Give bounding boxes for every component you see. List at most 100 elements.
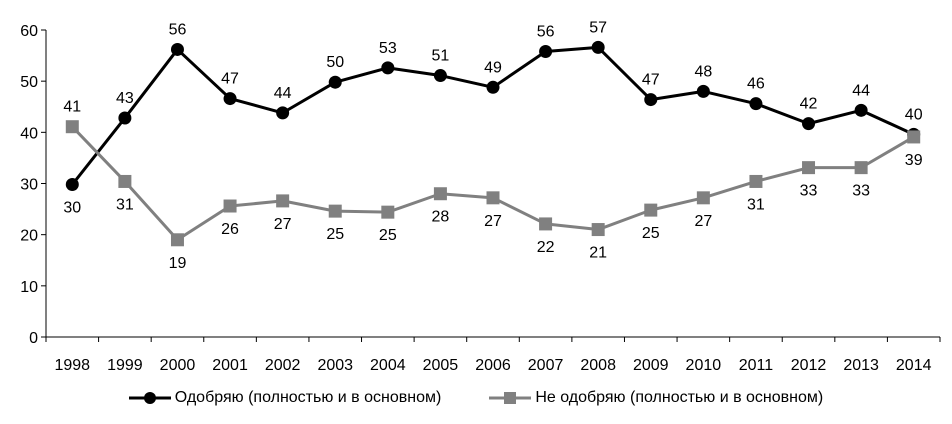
y-tick-label: 10 — [20, 279, 38, 296]
x-tick-label: 2003 — [317, 357, 353, 374]
y-tick-label: 40 — [20, 125, 38, 142]
x-axis-ticks: 1998 1999 2000 2001 2002 2003 2004 2005 2006 2007… — [45, 337, 941, 374]
data-point — [644, 93, 658, 107]
y-tick-label: 30 — [20, 177, 38, 194]
data-label: 42 — [800, 96, 818, 113]
data-point — [907, 130, 921, 144]
data-point — [591, 40, 605, 54]
data-point — [539, 44, 553, 58]
data-label: 56 — [537, 23, 555, 40]
data-point — [328, 204, 342, 218]
data-point — [696, 84, 710, 98]
x-tick-label: 2006 — [475, 357, 511, 374]
data-label: 41 — [63, 99, 81, 116]
data-label: 46 — [747, 76, 765, 93]
y-tick-label: 50 — [20, 74, 38, 91]
data-label: 27 — [694, 213, 712, 230]
data-label: 25 — [326, 226, 344, 243]
data-label: 40 — [905, 106, 923, 123]
data-point — [644, 203, 658, 217]
x-tick-label: 2000 — [160, 357, 196, 374]
series-1: 41 31 19 26 27 25 25 28 27 22 21 25 27 31 33 33 39 — [63, 99, 922, 272]
x-tick-label: 2011 — [739, 357, 774, 374]
data-point — [802, 161, 816, 175]
data-point — [223, 199, 237, 213]
data-point — [65, 120, 79, 134]
data-point — [802, 117, 816, 131]
y-axis-ticks: 0 10 20 30 40 50 60 — [20, 23, 46, 347]
data-label: 25 — [642, 225, 660, 242]
data-point — [486, 80, 500, 94]
data-point — [433, 69, 447, 83]
data-label: 27 — [274, 216, 292, 233]
y-tick-label: 60 — [20, 23, 38, 40]
data-point — [276, 106, 290, 120]
x-tick-label: 2010 — [686, 357, 722, 374]
x-tick-label: 2002 — [265, 357, 301, 374]
data-point — [749, 97, 763, 111]
y-tick-label: 20 — [20, 228, 38, 245]
data-label: 47 — [221, 71, 239, 88]
x-tick-label: 2001 — [212, 357, 248, 374]
data-point — [696, 191, 710, 205]
data-label: 30 — [63, 200, 81, 217]
data-label: 26 — [221, 221, 239, 238]
x-tick-label: 2009 — [633, 357, 669, 374]
y-tick-label: 0 — [29, 330, 38, 347]
data-point — [276, 194, 290, 208]
data-label: 27 — [484, 213, 502, 230]
data-label: 31 — [116, 196, 134, 213]
data-point — [118, 174, 132, 188]
x-tick-label: 1998 — [54, 357, 90, 374]
x-tick-label: 2008 — [580, 357, 616, 374]
data-label: 22 — [537, 239, 555, 256]
x-tick-label: 2004 — [370, 357, 406, 374]
data-point — [381, 61, 395, 75]
x-tick-label: 2014 — [896, 357, 932, 374]
data-point — [749, 174, 763, 188]
data-point — [223, 92, 237, 106]
legend-marker-square-icon — [489, 392, 532, 404]
data-label: 44 — [852, 82, 870, 99]
legend-label-disapprove: Не одобряю (полностью и в основном) — [535, 389, 824, 406]
x-tick-label: 2013 — [843, 357, 879, 374]
legend-marker-circle-icon — [128, 392, 171, 404]
data-point — [65, 178, 79, 192]
data-point — [328, 75, 342, 89]
data-point — [433, 187, 447, 201]
legend-item-disapprove: Не одобряю (полностью и в основном) — [489, 389, 823, 407]
x-tick-label: 1999 — [107, 357, 143, 374]
data-label: 25 — [379, 227, 397, 244]
x-tick-label: 2005 — [423, 357, 459, 374]
series-0: 30 43 56 47 44 50 53 51 49 56 57 47 48 46 42 44 40 — [63, 19, 922, 216]
data-label: 39 — [905, 152, 923, 169]
data-label: 47 — [642, 72, 660, 89]
data-point — [170, 233, 184, 247]
data-point — [854, 161, 868, 175]
data-point — [118, 111, 132, 125]
data-point — [854, 103, 868, 117]
data-label: 19 — [169, 255, 187, 272]
data-label: 51 — [432, 48, 450, 65]
data-point — [170, 42, 184, 56]
data-label: 33 — [852, 183, 870, 200]
data-label: 21 — [589, 245, 607, 262]
data-label: 48 — [694, 63, 712, 80]
data-label: 53 — [379, 40, 397, 57]
x-tick-label: 2012 — [791, 357, 827, 374]
data-label: 49 — [484, 59, 502, 76]
data-point — [591, 223, 605, 237]
legend: Одобряю (полностью и в основном) Не одоб… — [0, 383, 952, 413]
data-label: 33 — [800, 183, 818, 200]
series-layer: 30 43 56 47 44 50 53 51 49 56 57 47 48 46 42 44 40 41 31 19… — [63, 19, 922, 271]
x-tick-label: 2007 — [528, 357, 564, 374]
data-label: 31 — [747, 196, 765, 213]
data-label: 28 — [432, 209, 450, 226]
data-label: 50 — [326, 54, 344, 71]
data-label: 57 — [589, 19, 607, 36]
data-point — [539, 217, 553, 231]
data-label: 56 — [169, 21, 187, 38]
data-point — [381, 205, 395, 219]
